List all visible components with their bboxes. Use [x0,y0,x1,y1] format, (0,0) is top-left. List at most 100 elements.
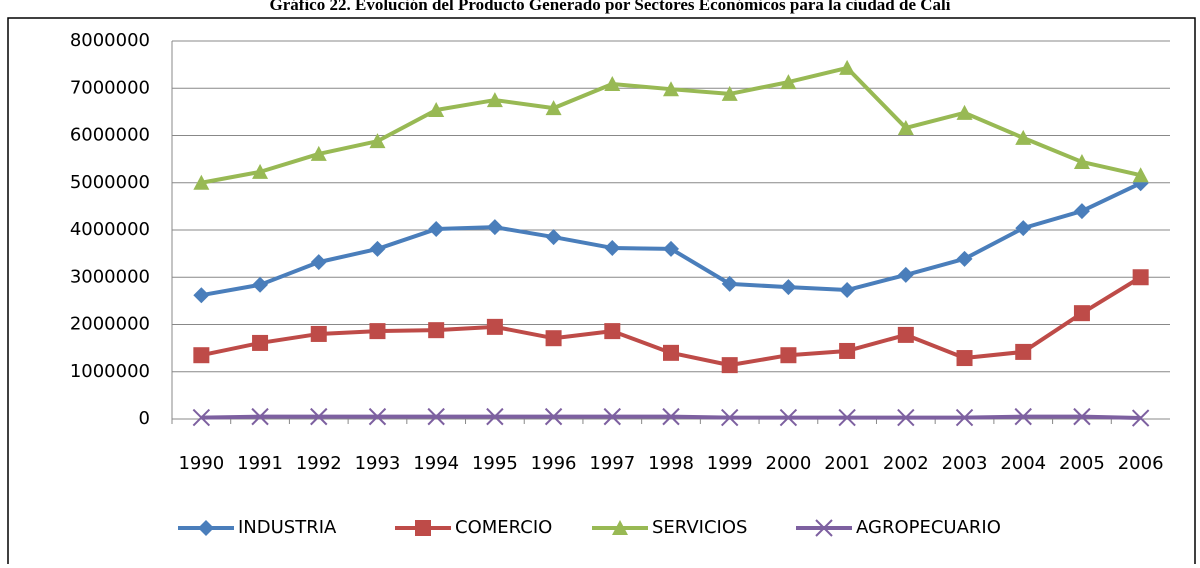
legend-marker [612,520,628,535]
x-tick-label: 1998 [648,453,694,474]
point [252,334,269,351]
point [897,326,914,343]
y-tick-label: 0 [139,408,150,429]
point [721,357,738,374]
point [1015,129,1032,145]
point [839,282,856,299]
point [1132,269,1149,286]
point [1073,305,1090,322]
point [1015,220,1032,237]
point [779,408,798,427]
x-tick-label: 1999 [707,453,753,474]
point [369,323,386,340]
point [428,322,445,339]
series-line [201,181,1142,298]
point [663,240,679,257]
point [662,407,680,426]
point [251,407,269,426]
point [720,408,739,427]
point [310,145,327,161]
point [839,59,856,75]
x-tick-label: 2000 [766,453,812,474]
point [721,275,738,292]
y-tick-label: 6000000 [70,125,150,146]
point [1015,343,1032,360]
legend-marker [198,520,214,536]
point [486,92,503,108]
point [955,408,974,427]
point [897,266,914,283]
x-tick-label: 1990 [178,453,224,474]
point [604,323,621,340]
point [839,342,856,359]
point [252,276,269,293]
point [368,407,387,426]
point [193,174,210,190]
point [780,74,797,90]
y-tick-label: 4000000 [70,219,150,240]
point [603,407,622,426]
point [369,240,386,257]
point [486,318,503,335]
point [897,408,915,427]
point [604,75,621,91]
x-tick-label: 1996 [531,453,577,474]
point [1014,407,1032,426]
point [1073,153,1090,169]
point [604,239,621,256]
x-tick-label: 2004 [1000,453,1046,474]
point [1073,407,1091,426]
legend-label: SERVICIOS [652,517,747,538]
point [369,133,386,149]
point [956,250,973,267]
y-tick-label: 5000000 [70,172,150,193]
x-tick-label: 1992 [296,453,342,474]
point [544,407,563,426]
point [1132,167,1149,183]
legend-marker [815,519,833,537]
point [545,330,562,347]
point [486,407,504,426]
legend-label: AGROPECUARIO [856,517,1001,538]
point [193,287,210,304]
x-tick-label: 2005 [1059,453,1105,474]
point [427,407,445,426]
point [545,100,562,116]
point [310,325,327,342]
legend-label: INDUSTRIA [238,517,337,538]
point [428,221,445,238]
point [193,347,210,364]
x-tick-label: 2006 [1118,453,1164,474]
x-tick-label: 2001 [824,453,870,474]
x-tick-label: 1994 [413,453,459,474]
y-tick-label: 3000000 [70,266,150,287]
y-tick-label: 1000000 [70,361,150,382]
x-tick-label: 2003 [942,453,988,474]
point [663,344,679,361]
point [252,163,269,179]
point [721,85,738,101]
chart-title: Gráfico 22. Evolución del Producto Gener… [270,0,951,14]
x-tick-label: 1995 [472,453,518,474]
point [1073,203,1090,220]
point [545,229,562,246]
point [310,407,328,426]
x-tick-label: 2002 [883,453,929,474]
x-tick-label: 1997 [589,453,635,474]
legend-label: COMERCIO [455,517,552,538]
point [1131,409,1150,427]
x-tick-label: 1991 [237,453,283,474]
point [192,408,211,427]
point [663,81,679,97]
y-tick-label: 7000000 [70,77,150,98]
point [428,101,445,117]
legend-marker [415,520,431,536]
point [780,279,797,296]
y-tick-label: 2000000 [70,314,150,335]
point [956,104,973,120]
point [780,347,797,364]
point [897,119,914,135]
chart-frame [7,17,1196,568]
